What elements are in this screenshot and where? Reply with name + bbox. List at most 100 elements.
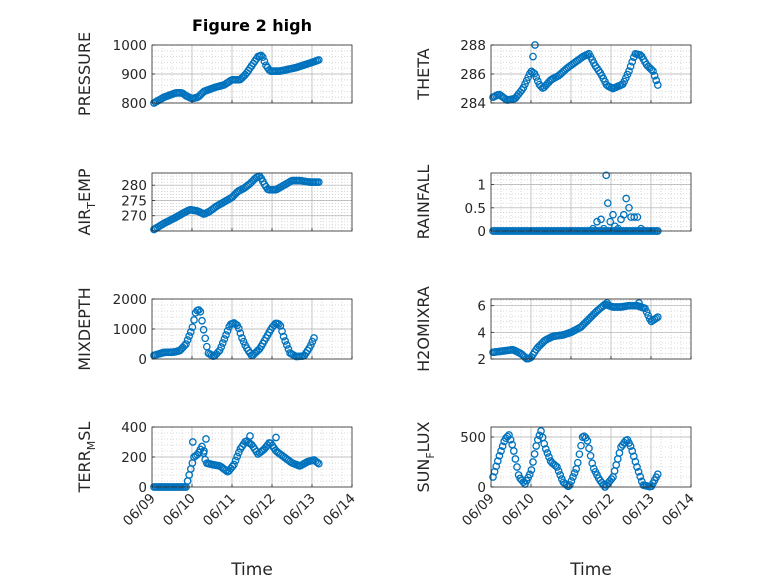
data-point [260, 57, 269, 66]
x-tick-label: 06/10 [499, 491, 538, 530]
data-point [306, 341, 315, 350]
y-axis-label-tail: LUX [414, 421, 433, 452]
subplot-mixdepth: 0 1000 2000 MIXDEPTH [75, 287, 353, 371]
x-axis-label: Time [230, 560, 273, 580]
data-point [589, 224, 597, 233]
data-point [652, 314, 661, 323]
data-point [565, 481, 574, 489]
x-tick-label: 06/11 [539, 491, 578, 530]
data-point [609, 210, 617, 219]
data-point [633, 213, 642, 221]
data-point [649, 67, 657, 75]
data-point [314, 178, 323, 187]
data-point [505, 431, 513, 439]
data-point [310, 334, 318, 342]
data-point [183, 336, 192, 344]
data-point [223, 326, 232, 335]
data-point [607, 475, 616, 483]
y-tick-label: 0 [477, 480, 486, 496]
data-point [630, 213, 639, 221]
data-point [281, 337, 290, 345]
y-axis-label-main: PRESSURE [75, 32, 94, 116]
data-point [588, 459, 597, 468]
data-point [274, 320, 283, 328]
y-tick-label: 400 [121, 420, 147, 436]
subplot-rainfall: 0 0.5 1 RAINFALL [414, 165, 692, 240]
x-tick-label: 06/09 [459, 491, 498, 530]
y-tick-label: 900 [121, 67, 147, 83]
y-tick-label: 500 [460, 430, 486, 446]
subplot-h2omixra: 2 4 6 H2OMIXRA [414, 286, 692, 372]
y-tick-label: 1 [477, 178, 486, 194]
y-axis-label-main: MIXDEPTH [75, 287, 94, 370]
data-point [606, 217, 615, 226]
data-point [196, 307, 205, 316]
data-point [495, 451, 504, 460]
y-axis-label-main: AIR [75, 209, 94, 236]
data-point [619, 210, 628, 219]
data-point [233, 452, 242, 461]
data-point [586, 451, 595, 460]
data-point [188, 323, 197, 332]
data-point [530, 450, 539, 458]
data-point [234, 448, 243, 457]
data-point [625, 67, 633, 75]
x-axis-label: Time [569, 560, 612, 580]
data-point [493, 457, 502, 465]
data-point [543, 449, 552, 457]
y-axis-label: THETA [414, 48, 433, 100]
data-point [541, 445, 550, 453]
data-point [231, 456, 240, 465]
data-point [525, 470, 534, 479]
data-point [603, 199, 612, 208]
plot-area [491, 173, 691, 231]
y-tick-label: 800 [121, 96, 147, 112]
data-point [628, 447, 637, 455]
axes-box [490, 298, 692, 360]
data-point [218, 339, 227, 347]
data-point [182, 340, 190, 348]
data-point [246, 432, 254, 440]
x-tick-label: 06/12 [240, 491, 279, 530]
data-point [583, 437, 592, 445]
data-point [200, 447, 208, 455]
y-tick-label: 6 [477, 299, 486, 315]
axes-box [490, 172, 692, 232]
data-point [653, 470, 662, 479]
x-tick-label: 06/10 [160, 491, 199, 530]
y-tick-label: 286 [460, 67, 486, 83]
data-point [202, 435, 210, 443]
data-point [577, 441, 585, 450]
subplot-theta: 284 286 288 THETA [414, 38, 692, 112]
subplot-sun_flux: 0 500 SUNFLUX 06/09 06/10 06/11 06/12 06/13 06/1… [414, 421, 698, 580]
data-point [497, 447, 505, 455]
data-point [653, 313, 662, 321]
data-point [258, 53, 267, 62]
data-point [188, 438, 197, 446]
data-point [217, 343, 226, 351]
data-point [194, 306, 203, 314]
data-point [506, 435, 515, 444]
data-point [540, 439, 549, 448]
figure-title: Figure 2 high [192, 16, 312, 35]
data-point [308, 337, 317, 346]
data-point [569, 473, 577, 481]
y-axis-label-tail: EMP [75, 168, 94, 202]
data-point [513, 463, 521, 471]
data-point [633, 463, 641, 471]
data-point [236, 329, 245, 338]
data-point [626, 62, 635, 71]
data-point [575, 450, 584, 459]
y-axis-label: H2OMIXRA [414, 286, 433, 372]
data-point [220, 335, 229, 343]
y-axis-label: SUNFLUX [414, 421, 437, 492]
subplot-pressure: 800 900 1000 PRESSURE [75, 32, 353, 116]
data-point [489, 473, 497, 481]
data-point [597, 215, 605, 224]
data-point [570, 469, 579, 477]
y-tick-label: 1000 [113, 322, 147, 338]
data-point [622, 194, 631, 203]
y-axis-label-main: THETA [414, 48, 433, 100]
data-point [602, 171, 611, 180]
